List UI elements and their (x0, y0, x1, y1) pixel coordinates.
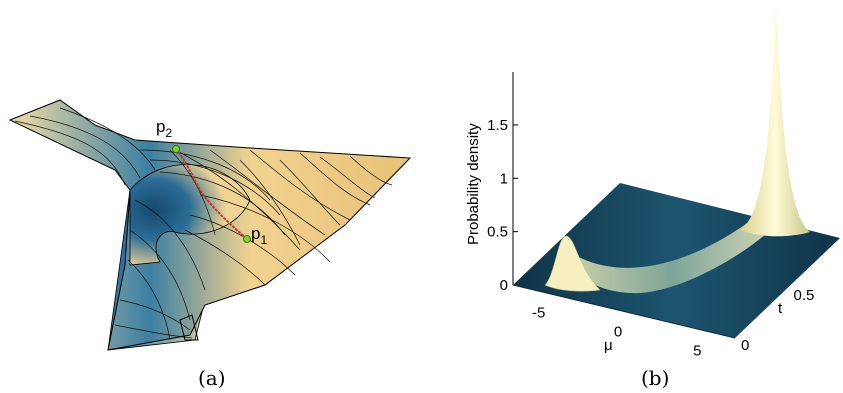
x-tick-label: -5 (532, 305, 545, 322)
t-tick-label: 0.5 (794, 287, 815, 304)
surface-left-peak (544, 235, 601, 292)
x-axis-label: μ (604, 337, 613, 354)
z-tick-label: 1 (500, 170, 508, 187)
t-tick-label: 0 (741, 337, 749, 354)
t-ticks: 00.5 (741, 287, 814, 354)
surface-bottom-edge (179, 314, 199, 341)
z-tick-label: 0.5 (487, 224, 508, 241)
surface-ridge (560, 190, 786, 294)
surface-spike (740, 5, 810, 237)
z-ticks: 0 0.5 1 1.5 (487, 117, 518, 294)
panel-b-chart: 00.511.5 Probability density -505 μ 00.5… (465, 5, 840, 359)
label-p1: p1 (251, 224, 267, 247)
panel-a-surface: p2 p1 (8, 99, 412, 351)
z-axis-label: Probability density (465, 123, 482, 245)
caption-a: (a) (198, 366, 226, 390)
z-tick-label: 0 (500, 277, 508, 294)
t-axis-label: t (778, 300, 783, 317)
z-tick-label: 1.5 (487, 117, 508, 134)
point-p1 (243, 235, 251, 243)
surface-throat (129, 164, 251, 266)
label-p2: p2 (156, 117, 172, 140)
caption-b: (b) (641, 366, 670, 390)
x-tick-label: 0 (614, 324, 622, 341)
geodesic-path (175, 148, 247, 239)
surface-front-edge (512, 284, 736, 339)
x-tick-label: 5 (693, 342, 701, 359)
x-ticks: -5 0 5 (532, 305, 701, 360)
point-p2 (172, 145, 180, 153)
